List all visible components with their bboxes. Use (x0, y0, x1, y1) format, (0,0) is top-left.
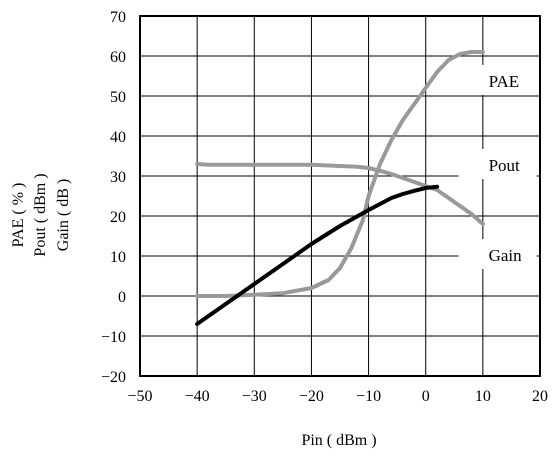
series-label-backdrop (458, 65, 537, 95)
series-lines (195, 50, 485, 326)
series-line-pout (195, 162, 485, 226)
y-axis-title-line-2: Pout ( dBm ) (32, 173, 49, 256)
x-tick-label: −20 (299, 388, 324, 405)
y-tick-label: 40 (110, 129, 126, 146)
series-label-pout: Pout (489, 156, 520, 175)
series-label-backdrop (458, 239, 537, 269)
series-label-pae: PAE (489, 72, 520, 91)
series-line-pae (195, 50, 485, 298)
y-tick-label: −10 (101, 329, 126, 346)
y-axis-title-line-3: Gain ( dB ) (55, 179, 72, 251)
x-tick-label: 10 (475, 388, 491, 405)
series-label-backdrop (458, 149, 537, 179)
series-line-gain (195, 184, 440, 326)
plot-frame (139, 15, 541, 377)
series-labels: PAE Pout Gain (458, 65, 537, 269)
y-tick-label: 10 (110, 249, 126, 266)
x-tick-label: −50 (127, 388, 152, 405)
x-tick-label: 0 (422, 388, 430, 405)
y-tick-label: 50 (110, 89, 126, 106)
x-axis-title: Pin ( dBm ) (301, 432, 376, 449)
y-tick-label: 60 (110, 49, 126, 66)
x-tick-label: −40 (185, 388, 210, 405)
tick-labels: −50 −40 −30 −20 −10 0 10 20 −20 −10 0 10 20 30 40 50 60 7… (101, 9, 548, 405)
y-tick-label: 70 (110, 9, 126, 26)
y-axis-title-line-1: PAE ( % ) (10, 183, 27, 248)
y-tick-label: 0 (118, 289, 126, 306)
x-tick-label: −10 (356, 388, 381, 405)
y-tick-label: −20 (101, 369, 126, 386)
x-tick-label: 20 (532, 388, 548, 405)
y-tick-label: 20 (110, 209, 126, 226)
x-tick-label: −30 (242, 388, 267, 405)
y-tick-label: 30 (110, 169, 126, 186)
series-label-gain: Gain (489, 246, 523, 265)
